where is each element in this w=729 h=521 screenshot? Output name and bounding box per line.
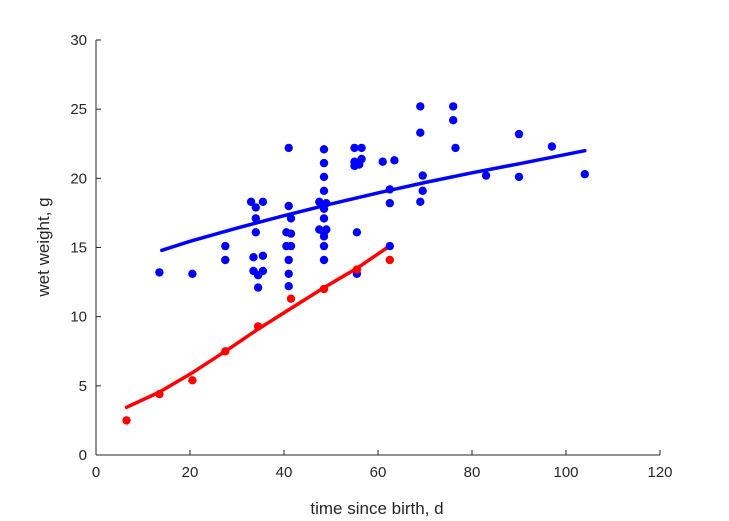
blue-data-point: [350, 143, 359, 153]
red-data-point: [385, 255, 394, 265]
blue-fit-line: [160, 148, 587, 253]
x-tick-label: 40: [276, 464, 293, 481]
red-data-point: [155, 389, 164, 399]
blue-data-point: [451, 143, 460, 153]
blue-data-point: [221, 241, 230, 251]
y-tick-label: 30: [70, 32, 87, 49]
blue-data-point: [357, 143, 366, 153]
blue-data-point: [319, 158, 329, 168]
blue-data-point: [286, 229, 296, 238]
blue-data-point: [258, 251, 268, 260]
blue-data-point: [416, 128, 425, 137]
blue-data-point: [221, 255, 230, 265]
blue-data-point: [258, 266, 268, 276]
y-tick-label: 20: [70, 170, 87, 187]
blue-data-point: [514, 172, 524, 182]
y-axis-label: wet weight, g: [34, 197, 53, 297]
blue-data-point: [449, 116, 458, 125]
red-data-point: [188, 376, 197, 385]
blue-data-point: [319, 186, 329, 195]
blue-data-point: [378, 157, 387, 166]
x-tick-label: 0: [92, 464, 100, 481]
y-axis: 0 5 10 15 20 25 30: [70, 32, 101, 464]
blue-data-point: [580, 170, 589, 179]
blue-data-point: [286, 241, 296, 251]
blue-data-point: [284, 269, 293, 278]
blue-data-point: [385, 241, 394, 251]
blue-data-point: [284, 143, 293, 153]
y-tick-label: 10: [70, 309, 87, 326]
x-tick-label: 60: [370, 464, 387, 481]
blue-data-point: [319, 255, 329, 265]
blue-data-point: [284, 201, 293, 211]
blue-data-point: [481, 171, 491, 180]
blue-data-point: [319, 145, 329, 154]
red-data-point: [352, 265, 362, 274]
blue-data-point: [322, 225, 331, 234]
blue-data-point: [390, 156, 399, 165]
blue-data-point: [355, 160, 364, 169]
blue-data-point: [284, 255, 293, 265]
red-data-point: [122, 416, 131, 425]
blue-data-point: [319, 214, 329, 223]
blue-data-point: [258, 197, 268, 206]
blue-data-point: [284, 282, 293, 291]
blue-data-point: [319, 241, 329, 251]
x-axis: 0 20 40 60 80 100 120: [92, 450, 673, 481]
blue-data-point: [352, 228, 362, 237]
red-data-point: [221, 347, 230, 356]
blue-data-point: [253, 283, 263, 292]
blue-data-point: [547, 142, 557, 151]
red-data-point: [253, 322, 263, 331]
blue-data-point: [416, 197, 425, 206]
blue-data-point: [155, 268, 164, 277]
blue-data-point: [319, 172, 329, 182]
blue-data-point: [246, 197, 256, 206]
blue-data-point: [418, 186, 427, 195]
y-tick-label: 25: [70, 101, 87, 118]
x-tick-label: 100: [553, 464, 578, 481]
x-axis-label: time since birth, d: [310, 499, 443, 518]
blue-data-point: [249, 253, 258, 262]
blue-data-point: [514, 129, 524, 139]
y-tick-label: 0: [79, 447, 87, 464]
blue-data-point: [286, 214, 296, 223]
plot-area: [122, 102, 589, 425]
blue-data-point: [251, 228, 260, 237]
blue-data-point: [416, 102, 425, 111]
blue-data-point: [319, 232, 329, 241]
y-tick-label: 15: [70, 240, 87, 257]
y-tick-label: 5: [79, 378, 87, 395]
blue-data-point: [251, 214, 260, 223]
red-data-point: [319, 284, 329, 294]
blue-data-point: [385, 185, 394, 194]
blue-data-point: [188, 269, 197, 278]
x-tick-label: 120: [647, 464, 672, 481]
x-tick-label: 20: [182, 464, 199, 481]
x-tick-label: 80: [464, 464, 481, 481]
blue-data-point: [385, 199, 394, 208]
blue-data-point: [319, 204, 329, 213]
blue-data-point: [251, 203, 260, 212]
red-data-point: [286, 294, 296, 303]
blue-data-point: [449, 102, 458, 111]
blue-data-point: [418, 171, 427, 180]
